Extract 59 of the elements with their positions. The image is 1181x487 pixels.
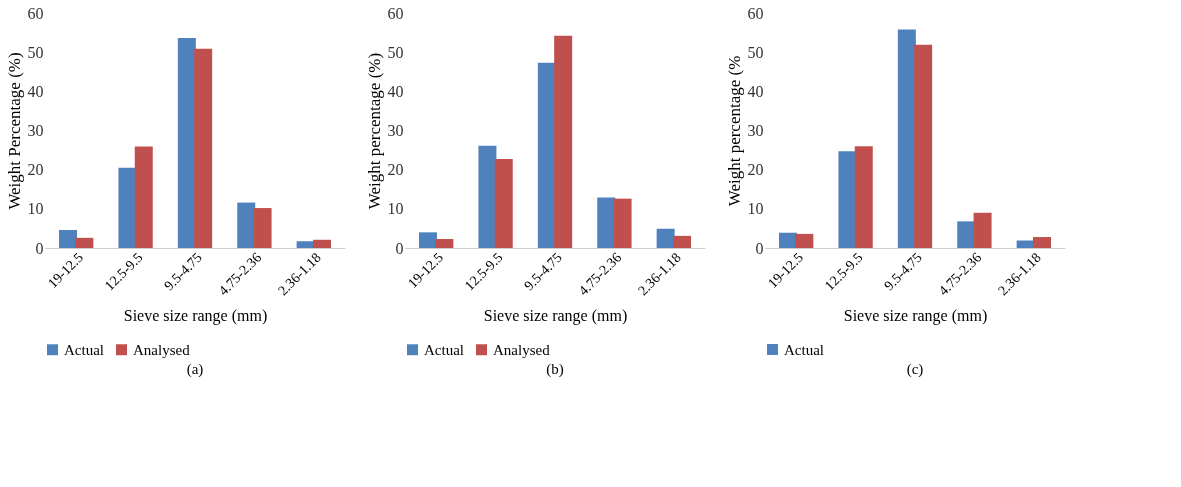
y-axis-title: Weight Percentage (%) [4,52,24,210]
bar [118,167,137,248]
y-tick-label: 30 [387,122,404,139]
text: (c) [906,361,924,378]
y-tick-label: 20 [387,161,404,179]
y-tick-label: 50 [747,43,764,61]
y-tick-label: 10 [27,200,44,218]
bar [854,146,873,248]
y-tick-label: 40 [747,82,764,100]
bar [554,35,573,248]
bar [597,197,616,248]
y-tick-label: 0 [755,239,764,257]
y-tick-label: 30 [27,122,44,139]
y-tick-label: 50 [27,43,44,61]
bar [59,229,78,248]
bar [613,198,632,248]
y-axis-title: Weight percentage (%) [364,52,384,210]
bar [435,238,454,248]
text: (b) [546,361,564,378]
bar [312,239,331,248]
bar [672,235,691,248]
x-axis-title: Sieve size range (mm) [123,307,268,326]
bar [494,159,513,248]
y-tick-label: 10 [747,200,764,218]
x-axis-title: Sieve size range (mm) [843,307,988,326]
bar [419,232,438,248]
bar [838,151,857,248]
bar [237,202,256,248]
y-tick-label: 20 [27,161,44,179]
legend-label: Analysed [133,341,191,358]
y-tick-label: 40 [27,82,44,100]
y-axis-title: Weight percentage (% [724,55,744,207]
bar [1032,237,1051,248]
y-tick-label: 50 [387,43,404,61]
bar [973,212,992,248]
bar [957,221,976,248]
bar [75,237,94,248]
bar [656,228,675,248]
bar [795,233,814,248]
legend-label: Analysed [493,341,551,358]
bar [478,145,497,248]
bar [914,44,933,248]
legend-label: Actual [784,341,824,358]
y-tick-label: 0 [35,239,44,257]
bar [134,146,153,248]
legend-label: Actual [64,341,104,358]
text: (a) [186,361,204,378]
y-tick-label: 20 [747,161,764,179]
y-tick-label: 40 [387,82,404,100]
x-axis-title: Sieve size range (mm) [483,307,628,326]
legend-label: Actual [424,341,464,358]
y-tick-label: 60 [27,4,44,22]
bar [194,48,213,248]
y-tick-label: 10 [387,200,404,218]
y-tick-label: 0 [395,239,404,257]
bar [253,208,272,248]
y-tick-label: 30 [747,122,764,139]
y-tick-label: 60 [747,4,764,22]
y-tick-label: 60 [387,4,404,22]
